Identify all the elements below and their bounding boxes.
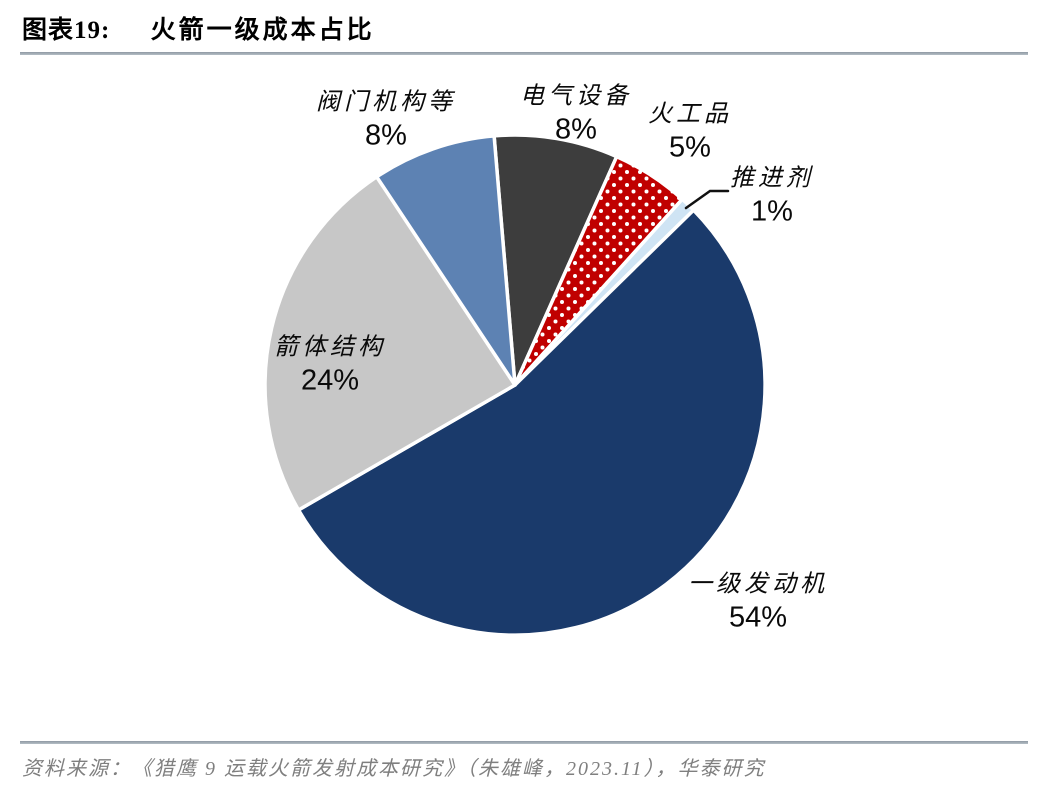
label-rocket-body-structure: 箭体结构 24% [274, 332, 386, 397]
source-label: 资料来源： [22, 758, 132, 780]
chart-title: 火箭一级成本占比 [150, 17, 375, 44]
label-valve-mechanisms: 阀门机构等 8% [316, 87, 456, 152]
label-electrical-equipment-pct: 8% [555, 113, 597, 146]
label-first-stage-engine-text: 一级发动机 [688, 571, 828, 598]
label-first-stage-engine: 一级发动机 54% [688, 569, 828, 634]
label-valve-mechanisms-text: 阀门机构等 [316, 89, 456, 116]
pie-slice-1 [492, 133, 619, 387]
figure-number: 图表19: [22, 17, 111, 44]
label-propellant-pct: 1% [751, 195, 793, 228]
source-divider [20, 741, 1028, 744]
title-divider [20, 52, 1028, 55]
figure-title: 图表19: 火箭一级成本占比 [22, 10, 375, 46]
label-rocket-body-structure-pct: 24% [300, 364, 360, 397]
label-propellant: 推进剂 1% [730, 163, 814, 228]
label-first-stage-engine-pct: 54% [728, 601, 788, 634]
label-pyrotechnics-text: 火工品 [648, 101, 732, 128]
label-propellant-text: 推进剂 [730, 165, 814, 192]
pie-slice-5 [263, 175, 517, 512]
pie-slice-4 [296, 208, 767, 637]
label-rocket-body-structure-text: 箭体结构 [274, 334, 386, 361]
label-electrical-equipment-text: 电气设备 [520, 83, 632, 110]
source-line: 资料来源：《猎鹰 9 运载火箭发射成本研究》（朱雄峰，2023.11），华泰研究 [22, 752, 766, 781]
label-electrical-equipment: 电气设备 8% [520, 81, 632, 146]
label-valve-mechanisms-pct: 8% [365, 119, 407, 152]
source-text: 《猎鹰 9 运载火箭发射成本研究》（朱雄峰，2023.11），华泰研究 [132, 758, 766, 780]
pie-slice-6 [374, 134, 517, 387]
propellant-leader-line [684, 189, 730, 210]
label-pyrotechnics-pct: 5% [669, 131, 711, 164]
label-pyrotechnics: 火工品 5% [648, 99, 732, 164]
